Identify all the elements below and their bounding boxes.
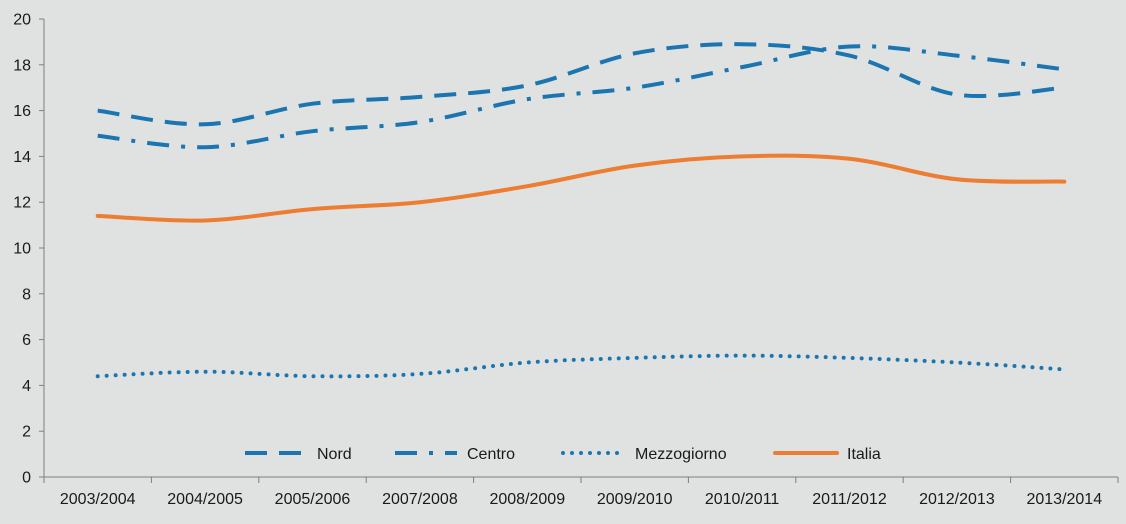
- x-tick-label: 2009/2010: [597, 491, 673, 508]
- y-tick-label: 6: [22, 332, 31, 349]
- x-tick-label: 2011/2012: [812, 491, 887, 508]
- y-tick-label: 14: [13, 149, 31, 166]
- data-point-mezzogiorno: [955, 361, 959, 365]
- legend-item-centro: Centro: [395, 446, 515, 463]
- data-point-centro: [418, 120, 422, 124]
- data-point-nord: [1062, 86, 1066, 90]
- legend-label: Mezzogiorno: [635, 446, 727, 463]
- data-point-centro: [633, 86, 637, 90]
- y-tick-label: 18: [13, 57, 31, 74]
- y-tick-label: 16: [13, 103, 31, 120]
- data-point-nord: [955, 93, 959, 97]
- x-tick-label: 2005/2006: [275, 491, 351, 508]
- y-tick-label: 20: [13, 12, 31, 29]
- legend-label: Centro: [467, 446, 515, 463]
- data-point-centro: [1062, 67, 1066, 71]
- y-tick-label: 2: [22, 424, 31, 441]
- y-tick-label: 4: [22, 378, 31, 395]
- legend-item-mezzogiorno: Mezzogiorno: [561, 446, 727, 463]
- axes: 0 2 4 6 8 10 12 14 16 18 20 2003/2004 2004/2005 2005/…: [13, 12, 1119, 508]
- x-tick-label: 2004/2005: [167, 491, 243, 508]
- series-line-nord: [97, 42, 1065, 127]
- x-tick-label: 2007/2008: [382, 491, 458, 508]
- x-tick-label: 2008/2009: [489, 491, 565, 508]
- data-point-nord: [525, 83, 529, 87]
- x-tick-label: 2003/2004: [60, 491, 136, 508]
- x-tick-label: 2010/2011: [705, 491, 780, 508]
- x-tick-label: 2012/2013: [919, 491, 995, 508]
- legend: Nord Centro Mezzogiorno Italia: [245, 446, 881, 463]
- y-tick-label: 0: [22, 470, 31, 487]
- series-line-mezzogiorno: [95, 353, 1067, 379]
- legend-label: Nord: [317, 446, 352, 463]
- x-tick-label: 2013/2014: [1026, 491, 1102, 508]
- legend-item-italia: Italia: [773, 446, 881, 463]
- y-tick-label: 12: [13, 195, 31, 212]
- y-tick-label: 8: [22, 286, 31, 303]
- plot-lines: [95, 42, 1067, 379]
- y-tick-label: 10: [13, 241, 31, 258]
- series-line-italia: [95, 153, 1067, 223]
- legend-label: Italia: [847, 446, 881, 463]
- series-line-centro: [97, 44, 1065, 150]
- legend-item-nord: Nord: [245, 446, 352, 463]
- data-point-mezzogiorno: [1062, 367, 1066, 371]
